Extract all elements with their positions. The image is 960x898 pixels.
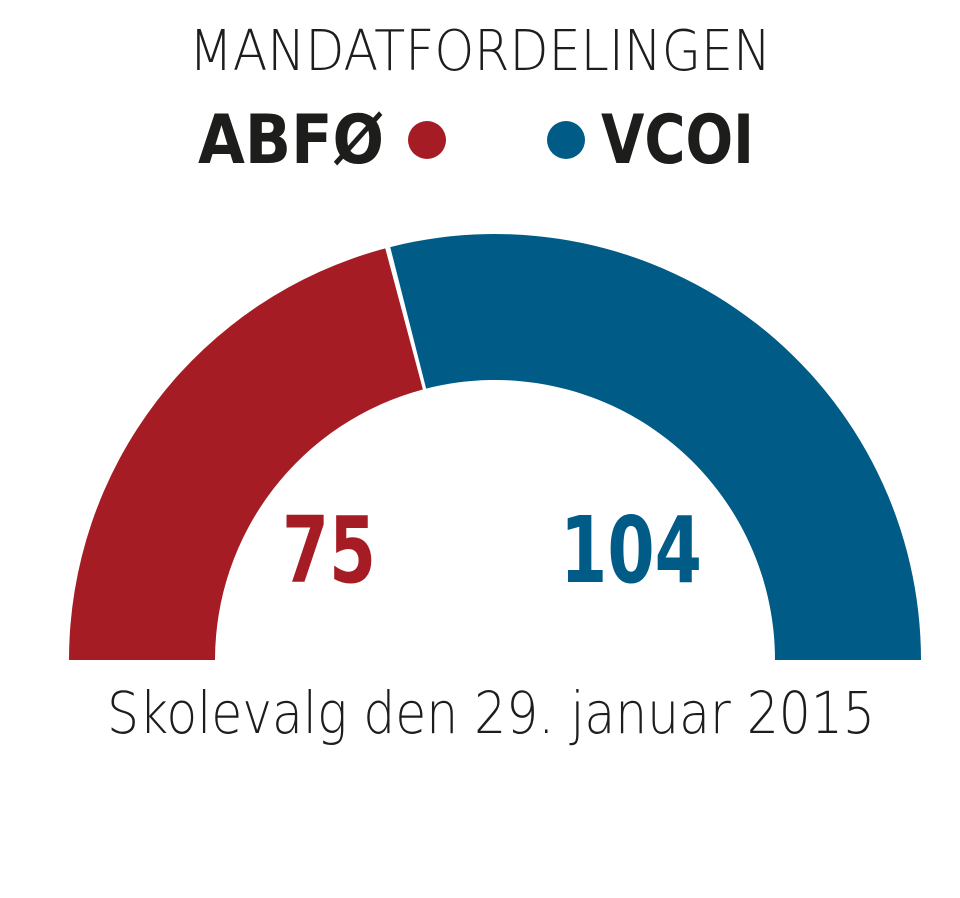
chart-subtitle: Skolevalg den 29. januar 2015 <box>107 679 875 747</box>
value-label-abfo: 75 <box>282 497 376 604</box>
legend-label-vcoi: VCOI <box>601 101 754 180</box>
legend: ABFØ VCOI <box>198 101 754 180</box>
arc-abfø <box>69 248 423 660</box>
seat-arcs <box>69 234 921 660</box>
legend-dot-vcoi <box>547 121 585 159</box>
chart-title: MANDATFORDELINGEN <box>189 19 771 84</box>
arc-vcoi <box>390 234 921 660</box>
value-label-vcoi: 104 <box>560 497 702 604</box>
legend-dot-abfo <box>408 121 446 159</box>
legend-label-abfo: ABFØ <box>198 101 384 180</box>
